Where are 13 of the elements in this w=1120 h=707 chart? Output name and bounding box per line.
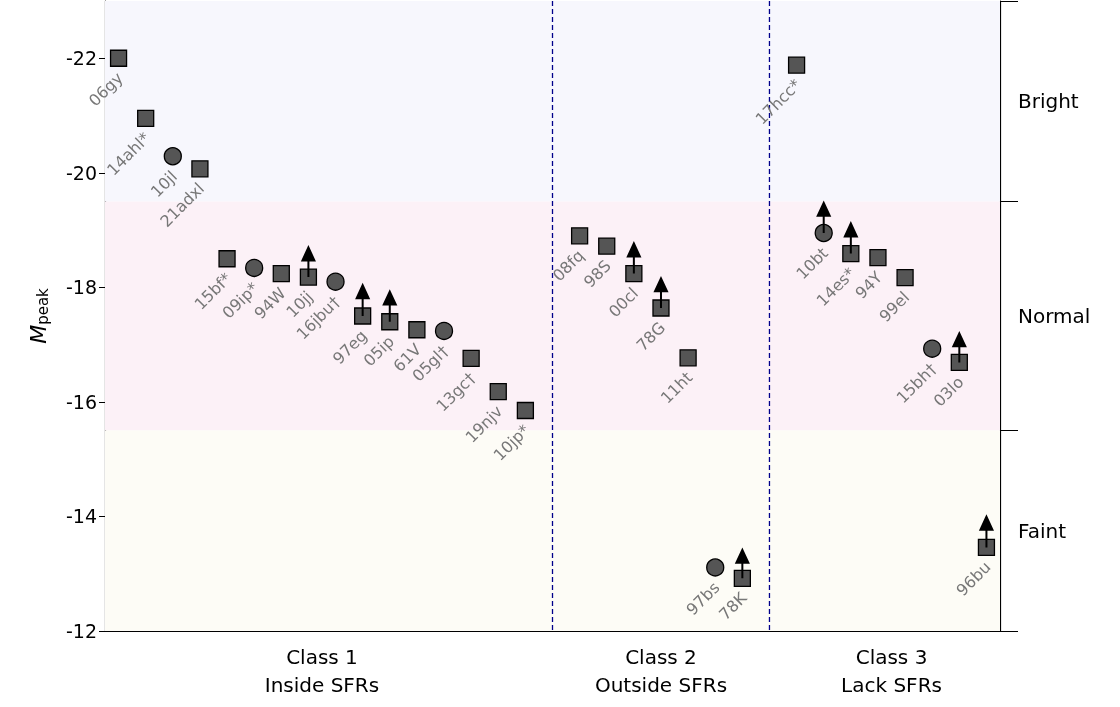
y-tick-label: -20 [65, 161, 97, 184]
y-tick-label: -14 [65, 505, 97, 528]
text: Class 2 Outside SFRs [594, 645, 728, 697]
y-axis-title: Mpeak [26, 287, 52, 344]
text: Class 3 Lack SFRs [841, 645, 942, 697]
band-label: Bright [1018, 89, 1079, 114]
band-label: Normal [1018, 304, 1091, 328]
y-tick-label: -12 [65, 620, 97, 642]
text: Class 1 Inside SFRs [264, 645, 380, 697]
y-tick-label: -16 [65, 390, 97, 413]
y-tick-label: -22 [65, 47, 97, 70]
y-tick-label: -18 [65, 276, 97, 299]
band-label: Faint [1018, 518, 1067, 543]
